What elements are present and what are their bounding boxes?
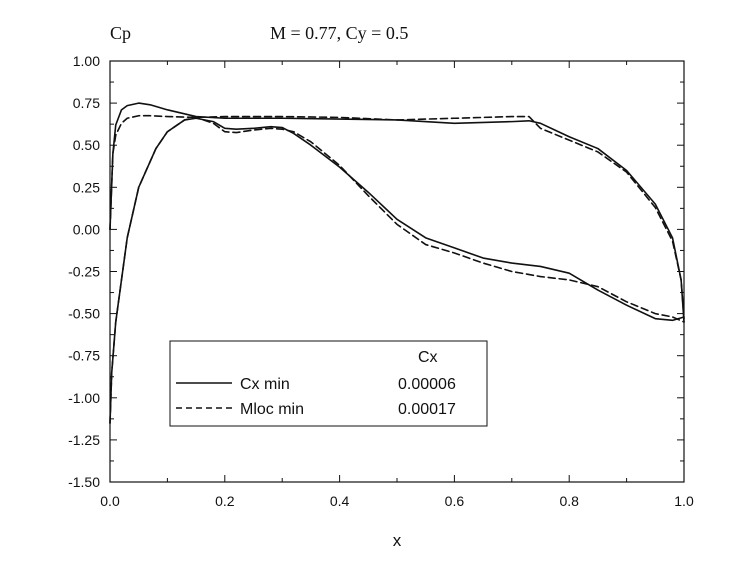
y-tick-label: -1.00 (68, 390, 100, 406)
series-layer (109, 102, 685, 424)
y-tick-label: 0.25 (73, 179, 100, 195)
legend-entry-name: Cx min (240, 376, 290, 393)
y-tick-label: 0.75 (73, 95, 100, 111)
legend-header: Cx (418, 349, 438, 366)
x-tick-label: 1.0 (674, 493, 694, 509)
series-line-mloc-min (109, 114, 685, 320)
legend-entry-value: 0.00006 (398, 376, 456, 393)
legend-entry-value: 0.00017 (398, 401, 456, 418)
x-tick-label: 0.8 (559, 493, 579, 509)
series-line-mloc-min (109, 116, 685, 424)
y-tick-label: 0.50 (73, 137, 100, 153)
y-tick-label: 0.00 (73, 221, 100, 237)
y-tick-label: -1.25 (68, 432, 100, 448)
x-tick-label: 0.0 (100, 493, 120, 509)
x-tick-label: 0.4 (330, 493, 350, 509)
x-tick-label: 0.6 (445, 493, 465, 509)
y-tick-label: -0.25 (68, 264, 100, 280)
y-tick-label: -1.50 (68, 474, 100, 490)
series-line-cx-min (109, 102, 685, 323)
y-tick-label: 1.00 (73, 53, 100, 69)
chart-title: M = 0.77, Cy = 0.5 (270, 23, 408, 43)
legend: Cx Cx min 0.00006 Mloc min 0.00017 (169, 340, 488, 427)
x-tick-label: 0.2 (215, 493, 235, 509)
tick-layer: 1.00 0.75 0.50 0.25 0.00 -0.25 -0.50 -0.75 -1.00… (68, 53, 694, 509)
y-tick-label: -0.75 (68, 348, 100, 364)
y-tick-label: -0.50 (68, 306, 100, 322)
x-axis-label: x (393, 531, 402, 550)
y-axis-label: Cp (110, 23, 131, 43)
legend-entry-name: Mloc min (240, 401, 304, 418)
